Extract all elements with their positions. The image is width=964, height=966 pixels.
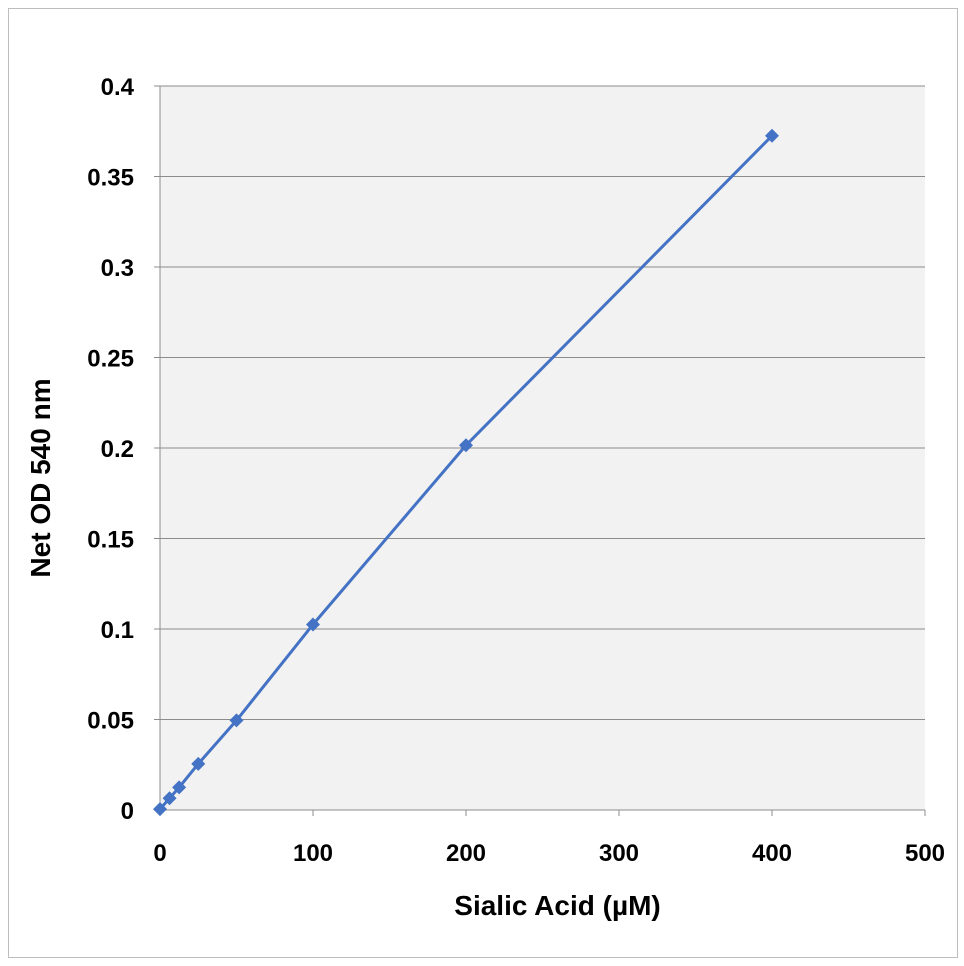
- y-tick-label: 0.1: [101, 617, 134, 644]
- data-point-marker: [765, 128, 779, 143]
- data-point-marker: [162, 791, 177, 806]
- y-tick-label: 0.3: [101, 255, 134, 282]
- data-series: [153, 128, 779, 817]
- axes: [154, 85, 926, 816]
- y-tick-label: 0.05: [87, 708, 134, 735]
- y-tick-label: 0.35: [87, 165, 134, 192]
- data-point-marker: [229, 713, 244, 728]
- x-tick-label: 100: [293, 840, 333, 867]
- gridlines: [160, 85, 925, 720]
- data-point-marker: [191, 756, 206, 771]
- x-tick-label: 300: [599, 840, 639, 867]
- x-tick-label: 500: [905, 840, 945, 867]
- y-tick-label: 0.25: [87, 346, 134, 373]
- data-point-marker: [459, 438, 473, 453]
- x-axis-title: Sialic Acid (µM): [454, 890, 660, 921]
- y-tick-label: 0.2: [101, 436, 134, 463]
- data-point-marker: [153, 802, 167, 817]
- y-tick-label: 0.4: [101, 74, 135, 101]
- y-tick-label: 0: [121, 798, 134, 825]
- axis-labels: Sialic Acid (µM) Net OD 540 nm 0 0.05 0.1 0…: [25, 74, 945, 921]
- y-axis-title: Net OD 540 nm: [25, 378, 56, 577]
- data-point-marker: [172, 780, 187, 795]
- x-tick-label: 200: [446, 840, 486, 867]
- y-tick-label: 0.15: [87, 527, 134, 554]
- data-point-marker: [306, 617, 320, 632]
- x-tick-label: 0: [153, 840, 166, 867]
- x-tick-label: 400: [752, 840, 792, 867]
